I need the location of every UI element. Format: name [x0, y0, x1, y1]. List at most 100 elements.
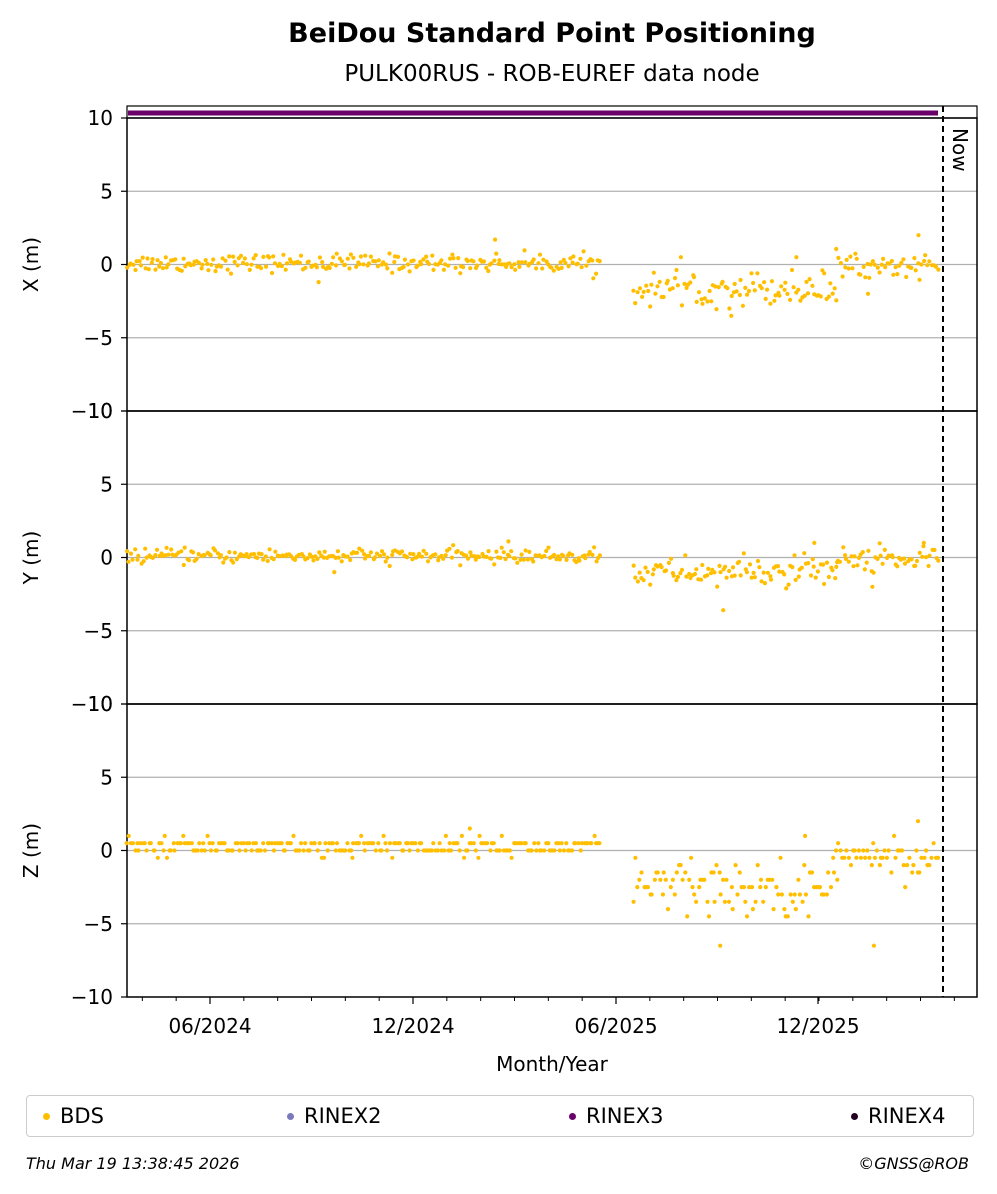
- bds-point: [633, 301, 638, 306]
- bds-point: [571, 254, 576, 259]
- bds-point: [722, 899, 728, 904]
- bds-point: [358, 254, 363, 259]
- bds-point: [818, 294, 823, 299]
- bds-point: [141, 559, 146, 564]
- bds-point: [732, 573, 737, 578]
- bds-point: [755, 863, 760, 868]
- bds-point: [578, 848, 583, 853]
- bds-point: [227, 254, 232, 259]
- bds-point: [914, 848, 919, 853]
- bds-point: [858, 272, 863, 277]
- bds-point: [138, 263, 144, 268]
- bds-point: [232, 550, 237, 555]
- bds-point: [194, 556, 199, 562]
- bds-point: [473, 848, 478, 853]
- bds-point: [262, 848, 268, 853]
- bds-point: [376, 841, 381, 846]
- bds-point: [209, 262, 214, 267]
- bds-point: [631, 288, 636, 293]
- bds-point: [633, 575, 638, 580]
- bds-point: [512, 262, 517, 267]
- bds-point: [768, 574, 773, 579]
- bds-point: [767, 877, 772, 882]
- bds-point: [150, 257, 155, 262]
- bds-point: [768, 301, 773, 306]
- bds-point: [316, 280, 321, 285]
- bds-point: [737, 559, 742, 564]
- legend-item-rinex3: RINEX3: [569, 1104, 664, 1128]
- bds-point: [913, 563, 918, 568]
- bds-point: [288, 259, 293, 264]
- bds-point: [255, 555, 260, 561]
- bds-point: [641, 289, 646, 294]
- bds-point: [720, 279, 725, 284]
- bds-point: [683, 870, 688, 875]
- bds-point: [904, 274, 909, 280]
- bds-point: [135, 557, 140, 562]
- bds-point: [813, 575, 818, 580]
- bds-point: [249, 262, 254, 267]
- bds-point: [912, 256, 917, 261]
- bds-point: [589, 841, 594, 846]
- legend-item-bds: BDS: [43, 1104, 104, 1128]
- bds-point: [357, 546, 362, 551]
- bds-point: [796, 574, 801, 579]
- bds-point: [468, 550, 473, 555]
- bds-point: [831, 870, 837, 875]
- bds-point: [408, 551, 413, 556]
- bds-point: [578, 256, 583, 261]
- bds-point: [361, 262, 366, 267]
- bds-point: [137, 259, 142, 264]
- bds-point: [523, 260, 528, 265]
- bds-point: [442, 262, 448, 267]
- footer-copyright: ©GNSS@ROB: [858, 1154, 969, 1173]
- bds-point: [880, 561, 885, 566]
- bds-point: [807, 277, 812, 282]
- bds-point: [836, 255, 841, 260]
- bds-point: [784, 586, 789, 591]
- bds-point: [317, 550, 322, 555]
- bds-point: [665, 907, 671, 912]
- bds-point: [640, 294, 645, 299]
- bds-point: [446, 263, 451, 268]
- bds-point: [927, 863, 932, 868]
- bds-point: [517, 264, 522, 269]
- bds-point: [874, 848, 880, 853]
- bds-point: [267, 255, 272, 260]
- bds-point: [383, 262, 389, 267]
- bds-point: [924, 848, 929, 853]
- bds-point: [835, 877, 840, 882]
- bds-point: [899, 260, 904, 265]
- bds-point: [665, 278, 670, 283]
- bds-point: [472, 554, 477, 559]
- bds-point: [909, 557, 914, 562]
- bds-point: [846, 266, 851, 271]
- bds-point: [776, 892, 781, 897]
- bds-point: [179, 268, 184, 273]
- bds-point: [417, 551, 422, 557]
- legend: BDS RINEX2 RINEX3 RINEX4: [26, 1095, 974, 1137]
- bds-point: [633, 855, 638, 860]
- bds-point: [882, 848, 887, 853]
- bds-point: [658, 877, 663, 882]
- bds-point: [717, 870, 722, 875]
- bds-point: [321, 555, 326, 560]
- bds-point: [674, 267, 679, 273]
- bds-point: [886, 848, 891, 853]
- bds-point: [284, 261, 290, 266]
- bds-point: [797, 892, 803, 897]
- bds-point: [740, 303, 746, 308]
- bds-point: [806, 914, 811, 919]
- bds-point: [890, 555, 895, 560]
- bds-point: [271, 557, 276, 562]
- bds-point: [877, 270, 882, 275]
- legend-item-rinex4: RINEX4: [851, 1104, 946, 1128]
- bds-point: [778, 855, 783, 860]
- bds-point: [834, 298, 839, 303]
- bds-point: [169, 547, 174, 552]
- now-label: Now: [948, 128, 972, 172]
- bds-point: [196, 552, 201, 557]
- bds-point: [461, 265, 466, 270]
- bds-point: [489, 556, 494, 561]
- bds-point: [247, 267, 252, 272]
